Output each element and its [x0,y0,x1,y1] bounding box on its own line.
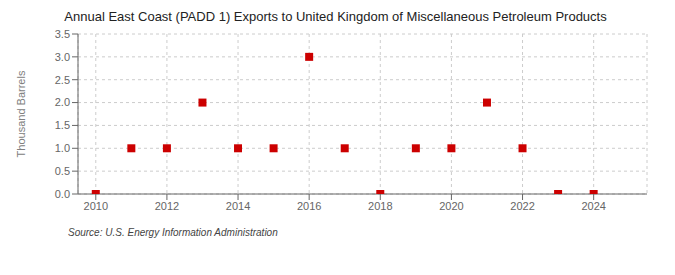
html-text:Source: U.S. Energy Informatio: Source: U.S. Energy Information Administ… [68,227,278,238]
svg-text:2010: 2010 [84,200,108,212]
svg-text:0.5: 0.5 [55,165,70,177]
svg-text:2022: 2022 [510,200,534,212]
svg-text:2.0: 2.0 [55,96,70,108]
svg-text:1.0: 1.0 [55,142,70,154]
svg-text:0.0: 0.0 [55,188,70,200]
svg-text:1.5: 1.5 [55,119,70,131]
svg-text:2024: 2024 [581,200,605,212]
svg-text:3.0: 3.0 [55,51,70,63]
svg-text:2014: 2014 [226,200,250,212]
html-text:Annual East Coast (PADD 1) Exp: Annual East Coast (PADD 1) Exports to Un… [64,9,607,24]
svg-text:2.5: 2.5 [55,74,70,86]
svg-text:2020: 2020 [439,200,463,212]
svg-text:Thousand Barrels: Thousand Barrels [15,70,27,157]
svg-text:2012: 2012 [155,200,179,212]
svg-text:3.5: 3.5 [55,28,70,40]
svg-text:2018: 2018 [368,200,392,212]
svg-text:2016: 2016 [297,200,321,212]
